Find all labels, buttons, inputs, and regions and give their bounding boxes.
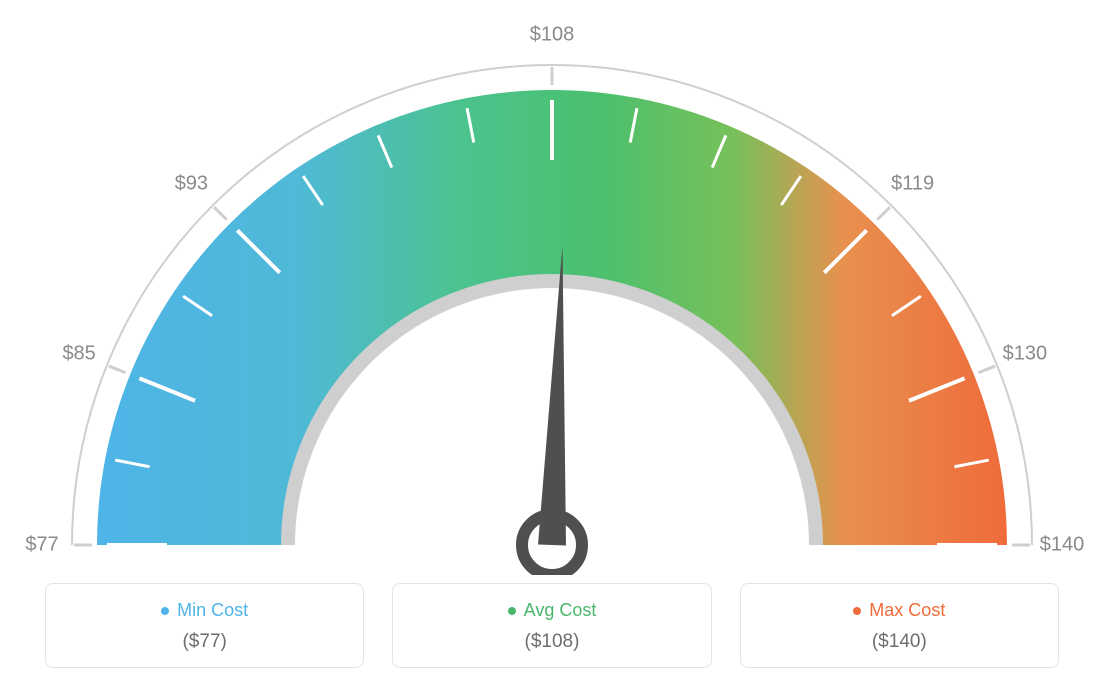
legend-label-max: Max Cost	[853, 600, 945, 621]
legend-row: Min Cost ($77) Avg Cost ($108) Max Cost …	[45, 583, 1059, 668]
legend-label-text: Min Cost	[177, 600, 248, 621]
legend-card-min: Min Cost ($77)	[45, 583, 364, 668]
gauge-tick-label: $108	[530, 24, 575, 47]
gauge-tick-label: $93	[175, 173, 208, 196]
legend-card-avg: Avg Cost ($108)	[392, 583, 711, 668]
legend-value-min: ($77)	[56, 631, 353, 653]
legend-label-min: Min Cost	[161, 600, 248, 621]
legend-label-avg: Avg Cost	[508, 600, 597, 621]
gauge-tick-label: $85	[62, 342, 95, 365]
gauge-tick-label: $140	[1040, 534, 1085, 557]
legend-label-text: Max Cost	[869, 600, 945, 621]
legend-label-text: Avg Cost	[524, 600, 597, 621]
dot-icon	[853, 607, 861, 615]
gauge-svg	[0, 0, 1104, 575]
legend-value-max: ($140)	[751, 631, 1048, 653]
gauge-tick-label: $77	[25, 534, 58, 557]
dot-icon	[161, 607, 169, 615]
gauge-tick-label: $130	[1003, 342, 1048, 365]
cost-gauge: $77 $85 $93 $108 $119 $130 $140	[0, 0, 1104, 575]
gauge-tick-label: $119	[891, 173, 934, 196]
legend-value-avg: ($108)	[403, 631, 700, 653]
dot-icon	[508, 607, 516, 615]
legend-card-max: Max Cost ($140)	[740, 583, 1059, 668]
